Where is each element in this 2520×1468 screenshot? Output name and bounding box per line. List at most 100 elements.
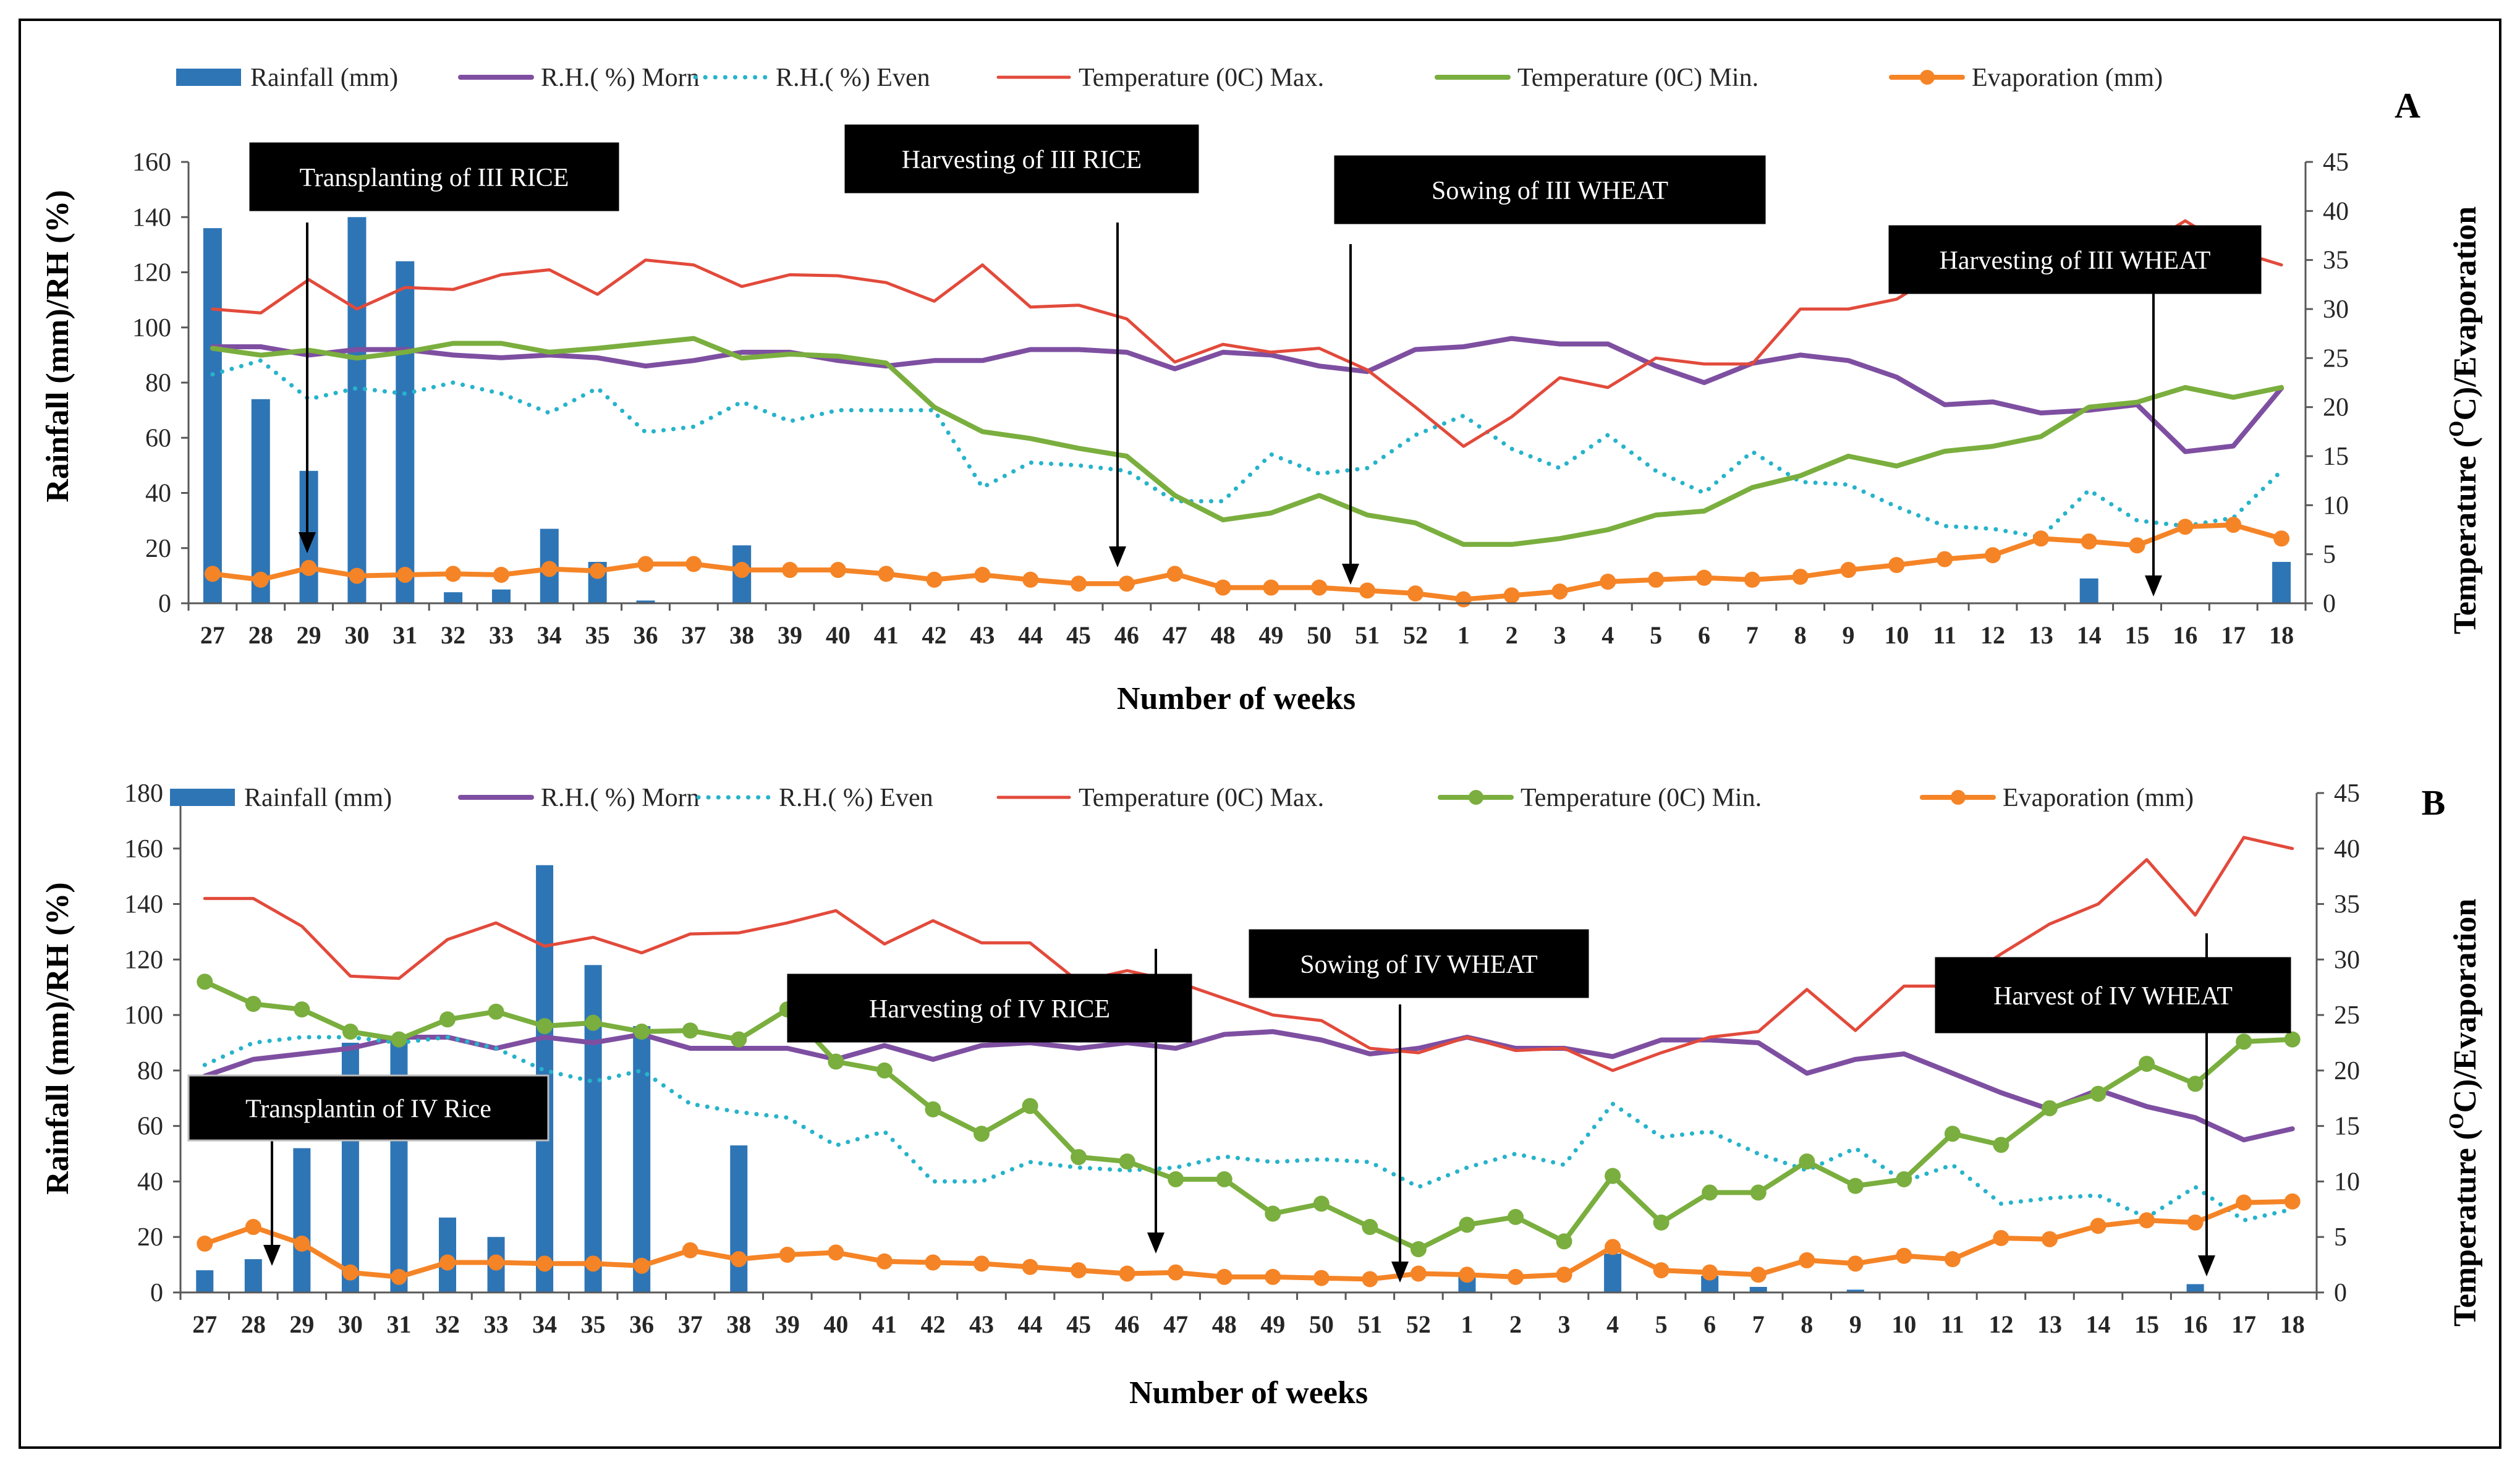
evaporation-mm-point (585, 1255, 601, 1272)
evaporation-mm-point (876, 1253, 893, 1270)
x-tick-label: 3 (1558, 1310, 1571, 1338)
temperature-0c-min-point (1313, 1195, 1330, 1212)
x-tick-label: 5 (1655, 1310, 1668, 1338)
x-axis-title: Number of weeks (1129, 1375, 1368, 1411)
evaporation-mm-point (734, 562, 750, 579)
evaporation-mm-point (1459, 1266, 1475, 1283)
evaporation-mm-point (782, 562, 799, 579)
legend-label: R.H.( %) Morn (541, 784, 700, 812)
legend-swatch-marker (1469, 790, 1483, 805)
evaporation-mm-point (1695, 569, 1712, 586)
annotation-box (1334, 155, 1766, 224)
y-tick-label-right: 40 (2323, 197, 2349, 226)
x-tick-label: 48 (1212, 1310, 1237, 1338)
evaporation-mm-point (1648, 571, 1665, 588)
temperature-0c-min-point (1556, 1233, 1572, 1250)
rainfall-bar (730, 1145, 748, 1292)
x-tick-label: 48 (1211, 621, 1236, 649)
x-tick-label: 31 (392, 621, 417, 649)
temperature-0c-min-point (585, 1014, 601, 1031)
temperature-0c-min-point (1216, 1171, 1232, 1187)
x-tick-label: 32 (441, 621, 465, 649)
x-tick-label: 4 (1602, 621, 1614, 649)
evaporation-mm-point (828, 1244, 844, 1261)
x-tick-label: 44 (1018, 621, 1043, 649)
evaporation-mm-point (2225, 517, 2242, 533)
y2-title-part: C)/Evaporation (2448, 206, 2483, 421)
temperature-0c-min-line (202, 979, 2295, 1252)
x-tick-label: 41 (872, 1310, 897, 1338)
annotation-box (1935, 957, 2291, 1033)
x-tick-label: 12 (1980, 621, 2005, 649)
temperature-0c-min-point (537, 1018, 553, 1035)
annotation-label: Transplantin of IV Rice (245, 1095, 491, 1124)
evaporation-mm-point (391, 1268, 407, 1285)
temperature-0c-min-point (1702, 1184, 1718, 1201)
temperature-0c-min-point (1896, 1171, 1912, 1187)
x-tick-label: 27 (200, 621, 225, 649)
y-tick-label-right: 15 (2323, 443, 2349, 471)
evaporation-mm-point (637, 556, 654, 572)
legend-label: R.H.( %) Morn (541, 64, 700, 92)
y-tick-label-right: 35 (2323, 247, 2349, 275)
legend-swatch-rainfall (176, 69, 241, 86)
evaporation-mm-point (1792, 569, 1809, 585)
x-tick-label: 37 (681, 621, 706, 649)
x-tick-label: 37 (678, 1310, 703, 1338)
annotation-label: Sowing of III WHEAT (1432, 177, 1668, 205)
x-tick-label: 11 (1933, 621, 1956, 649)
x-tick-label: 49 (1258, 621, 1283, 649)
r-h-even-line (202, 1035, 2295, 1223)
x-tick-label: 6 (1698, 621, 1710, 649)
temperature-0c-min-point (1653, 1214, 1669, 1231)
y-axis-title-left: Rainfall (mm)/RH (%) (40, 882, 75, 1194)
temperature-0c-min-point (1508, 1208, 1524, 1225)
evaporation-mm-point (634, 1257, 650, 1274)
x-tick-label: 44 (1018, 1310, 1043, 1338)
y-tick-label-right: 35 (2334, 891, 2360, 919)
evaporation-mm-point (682, 1242, 698, 1258)
rainfall-bar (244, 1259, 262, 1292)
panel-b: 27 28 29 30 31 32 33 34 35 36 37 38 39 40 41 42 43 44 45 46… (40, 779, 2483, 1411)
temperature-0c-min-point (488, 1003, 504, 1020)
x-tick-label: 51 (1355, 621, 1380, 649)
y2-title-superscript: O (2445, 421, 2468, 437)
annotation-arrow-head (299, 532, 316, 553)
x-tick-label: 16 (2173, 621, 2197, 649)
x-tick-label: 51 (1357, 1310, 1382, 1338)
temperature-0c-min-point (197, 974, 213, 990)
x-tick-label: 18 (2280, 1310, 2305, 1338)
evaporation-mm-line (210, 522, 2285, 602)
panel-letter: A (2395, 85, 2420, 125)
annotation-arrow-head (1391, 1262, 1409, 1283)
x-tick-label: 36 (633, 621, 658, 649)
x-tick-label: 49 (1260, 1310, 1285, 1338)
evaporation-mm-point (1799, 1252, 1815, 1268)
temperature-0c-min-point (1605, 1168, 1621, 1184)
evaporation-mm-point (685, 556, 702, 572)
evaporation-mm-point (1022, 571, 1039, 588)
legend-label: Evaporation (mm) (2003, 784, 2194, 812)
y-tick-label-right: 15 (2334, 1113, 2360, 1141)
x-tick-label: 50 (1307, 621, 1331, 649)
temperature-0c-min-point (2187, 1076, 2204, 1092)
evaporation-mm-point (1071, 1262, 1087, 1279)
annotation-box (787, 974, 1192, 1043)
evaporation-mm-point (1702, 1264, 1718, 1281)
y-tick-label-right: 20 (2334, 1057, 2360, 1085)
evaporation-mm-point (1168, 1264, 1184, 1281)
evaporation-mm-point (1503, 587, 1520, 604)
annotation-arrow-head (2198, 1255, 2215, 1276)
x-tick-label: 16 (2183, 1310, 2208, 1338)
x-tick-label: 40 (823, 1310, 848, 1338)
y-tick-label-left: 180 (124, 779, 163, 808)
temperature-0c-min-point (1022, 1098, 1038, 1114)
temperature-0c-min-point (1799, 1153, 1815, 1170)
temperature-0c-min-point (1362, 1219, 1378, 1236)
x-tick-label: 13 (2037, 1310, 2062, 1338)
x-tick-label: 28 (248, 621, 273, 649)
evaporation-mm-point (300, 559, 317, 576)
evaporation-mm-point (2090, 1218, 2106, 1234)
evaporation-mm-point (1985, 547, 2001, 564)
annotation-label: Harvesting of III WHEAT (1940, 247, 2211, 275)
